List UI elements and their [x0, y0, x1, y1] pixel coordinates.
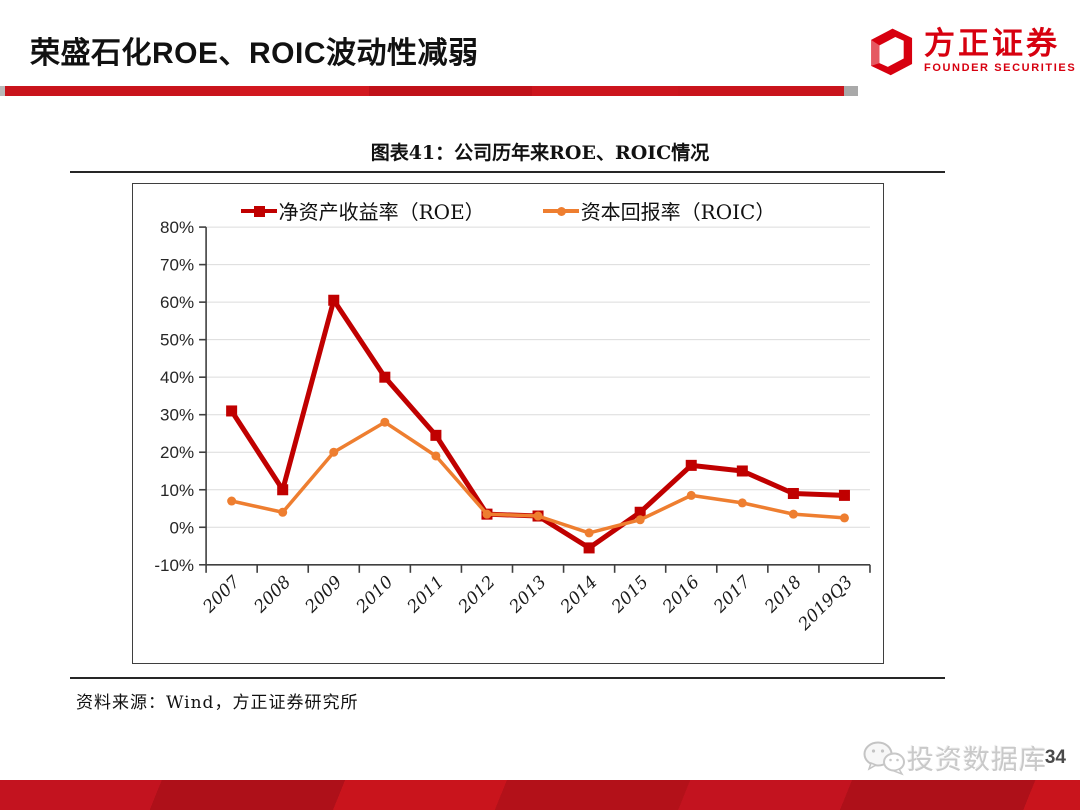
svg-text:50%: 50%: [160, 331, 194, 350]
legend-item-roe: 净资产收益率（ROE）: [240, 196, 485, 225]
brand-name-en: FOUNDER SECURITIES: [924, 62, 1077, 75]
svg-text:2009: 2009: [301, 572, 347, 618]
page-number: 34: [1044, 746, 1066, 768]
svg-text:2011: 2011: [403, 572, 448, 617]
svg-text:2015: 2015: [607, 572, 652, 617]
watermark-cluster: 投资数据库 34: [861, 738, 1066, 777]
wechat-icon: [863, 741, 905, 775]
svg-text:2008: 2008: [250, 572, 296, 618]
bottom-red-band: [0, 780, 1080, 810]
brand-logo-text: 方正证券 FOUNDER SECURITIES: [924, 25, 1077, 75]
svg-text:2014: 2014: [556, 572, 601, 617]
source-note: 资料来源：Wind，方正证券研究所: [76, 693, 359, 713]
svg-text:2019Q3: 2019Q3: [794, 572, 857, 635]
legend-item-roic: 资本回报率（ROIC）: [542, 196, 776, 225]
roe-roic-line-chart: -10% 0% 10% 20% 30% 40% 50% 60% 70% 80% 2007 2008 20…: [132, 183, 884, 664]
brand-logo: 方正证券 FOUNDER SECURITIES: [858, 24, 1076, 78]
svg-text:2007: 2007: [199, 572, 245, 618]
page-title: 荣盛石化ROE、ROIC波动性减弱: [30, 37, 479, 70]
founder-cube-icon: [871, 28, 913, 76]
svg-text:2010: 2010: [352, 572, 398, 618]
legend-label-roic: 资本回报率（ROIC）: [580, 200, 776, 224]
svg-text:2013: 2013: [505, 572, 550, 617]
svg-text:30%: 30%: [160, 406, 194, 425]
brand-name-cn: 方正证券: [924, 25, 1060, 61]
svg-text:40%: 40%: [160, 368, 194, 387]
chart-plot-area: -10%0%10%20%30%40%50%60%70%80%2007 2008 20…: [154, 218, 871, 635]
svg-text:2016: 2016: [658, 572, 704, 618]
svg-text:60%: 60%: [160, 293, 194, 312]
footer-rule: [70, 677, 945, 679]
figure-top-rule: [70, 171, 945, 173]
figure-title: 图表41：公司历年来ROE、ROIC情况: [370, 142, 710, 164]
roe-line-marker-icon: [240, 205, 277, 217]
title-divider-bar: [0, 86, 858, 96]
watermark-label: 投资数据库: [906, 745, 1047, 775]
roic-line-marker-icon: [542, 205, 579, 217]
svg-text:20%: 20%: [160, 443, 194, 462]
svg-text:2012: 2012: [454, 572, 499, 617]
svg-text:80%: 80%: [160, 218, 194, 237]
svg-text:2018: 2018: [760, 572, 806, 618]
chart-legend: 净资产收益率（ROE） 资本回报率（ROIC）: [133, 196, 883, 225]
svg-text:0%: 0%: [169, 518, 194, 537]
title-divider-bar-tip: [844, 86, 858, 96]
svg-text:2017: 2017: [709, 572, 755, 618]
svg-text:70%: 70%: [160, 256, 194, 275]
svg-text:-10%: -10%: [154, 556, 194, 575]
svg-text:10%: 10%: [160, 481, 194, 500]
legend-label-roe: 净资产收益率（ROE）: [278, 200, 485, 224]
